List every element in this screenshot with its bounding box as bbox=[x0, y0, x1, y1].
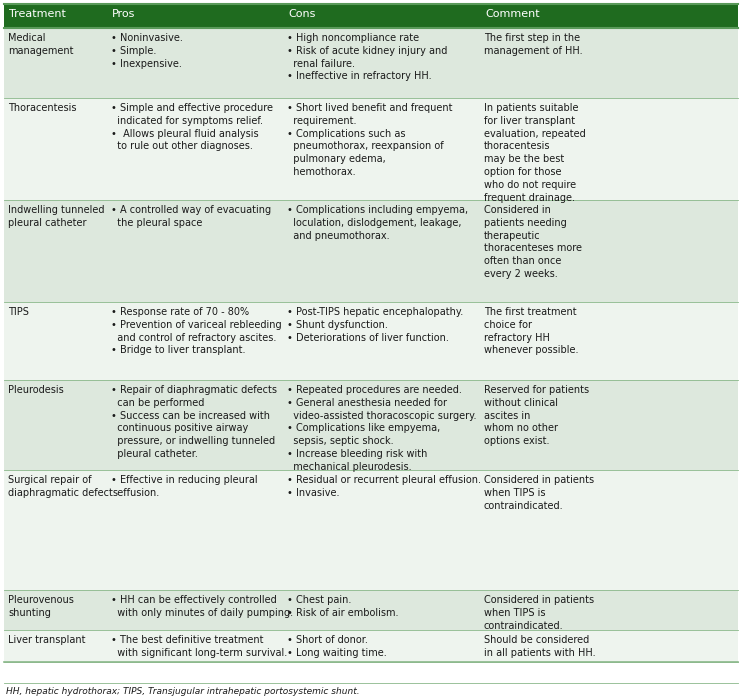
Text: HH, hepatic hydrothorax; TIPS, Transjugular intrahepatic portosystemic shunt.: HH, hepatic hydrothorax; TIPS, Transjugu… bbox=[6, 687, 359, 696]
Text: The first step in the
management of HH.: The first step in the management of HH. bbox=[484, 33, 583, 56]
Text: Pleurovenous
shunting: Pleurovenous shunting bbox=[8, 595, 74, 618]
Text: Reserved for patients
without clinical
ascites in
whom no other
options exist.: Reserved for patients without clinical a… bbox=[484, 385, 589, 446]
Text: • Simple and effective procedure
  indicated for symptoms relief.
•  Allows pleu: • Simple and effective procedure indicat… bbox=[111, 103, 273, 151]
Text: Cons: Cons bbox=[288, 9, 315, 19]
Text: Considered in
patients needing
therapeutic
thoracenteses more
often than once
ev: Considered in patients needing therapeut… bbox=[484, 205, 582, 279]
Text: Medical
management: Medical management bbox=[8, 33, 74, 56]
Text: • Repeated procedures are needed.
• General anesthesia needed for
  video-assist: • Repeated procedures are needed. • Gene… bbox=[287, 385, 476, 472]
Text: • Repair of diaphragmatic defects
  can be performed
• Success can be increased : • Repair of diaphragmatic defects can be… bbox=[111, 385, 277, 459]
Text: • Noninvasive.
• Simple.
• Inexpensive.: • Noninvasive. • Simple. • Inexpensive. bbox=[111, 33, 183, 69]
Text: • Residual or recurrent pleural effusion.
• Invasive.: • Residual or recurrent pleural effusion… bbox=[287, 475, 481, 498]
Text: • A controlled way of evacuating
  the pleural space: • A controlled way of evacuating the ple… bbox=[111, 205, 271, 228]
Bar bbox=[4, 98, 738, 200]
Text: Thoracentesis: Thoracentesis bbox=[8, 103, 77, 113]
Bar bbox=[4, 200, 738, 302]
Text: • HH can be effectively controlled
  with only minutes of daily pumping.: • HH can be effectively controlled with … bbox=[111, 595, 293, 618]
Bar bbox=[4, 380, 738, 470]
Text: Treatment: Treatment bbox=[9, 9, 66, 19]
Text: Pros: Pros bbox=[112, 9, 135, 19]
Text: • Chest pain.
• Risk of air embolism.: • Chest pain. • Risk of air embolism. bbox=[287, 595, 399, 618]
Bar bbox=[4, 4, 738, 28]
Text: Considered in patients
when TIPS is
contraindicated.: Considered in patients when TIPS is cont… bbox=[484, 475, 594, 510]
Text: • High noncompliance rate
• Risk of acute kidney injury and
  renal failure.
• I: • High noncompliance rate • Risk of acut… bbox=[287, 33, 447, 81]
Text: Liver transplant: Liver transplant bbox=[8, 635, 86, 645]
Text: The first treatment
choice for
refractory HH
whenever possible.: The first treatment choice for refractor… bbox=[484, 307, 579, 356]
Text: • Short lived benefit and frequent
  requirement.
• Complications such as
  pneu: • Short lived benefit and frequent requi… bbox=[287, 103, 452, 177]
Text: Pleurodesis: Pleurodesis bbox=[8, 385, 64, 395]
Text: Comment: Comment bbox=[485, 9, 539, 19]
Text: • Short of donor.
• Long waiting time.: • Short of donor. • Long waiting time. bbox=[287, 635, 387, 658]
Bar bbox=[4, 28, 738, 98]
Text: • Post-TIPS hepatic encephalopathy.
• Shunt dysfunction.
• Deteriorations of liv: • Post-TIPS hepatic encephalopathy. • Sh… bbox=[287, 307, 464, 342]
Bar bbox=[4, 302, 738, 380]
Text: In patients suitable
for liver transplant
evaluation, repeated
thoracentesis
may: In patients suitable for liver transplan… bbox=[484, 103, 586, 202]
Text: • Response rate of 70 - 80%
• Prevention of variceal rebleeding
  and control of: • Response rate of 70 - 80% • Prevention… bbox=[111, 307, 282, 356]
Text: • The best definitive treatment
  with significant long-term survival.: • The best definitive treatment with sig… bbox=[111, 635, 287, 658]
Text: • Effective in reducing pleural
  effusion.: • Effective in reducing pleural effusion… bbox=[111, 475, 257, 498]
Text: Indwelling tunneled
pleural catheter: Indwelling tunneled pleural catheter bbox=[8, 205, 104, 228]
Text: • Complications including empyema,
  loculation, dislodgement, leakage,
  and pn: • Complications including empyema, locul… bbox=[287, 205, 468, 241]
Bar bbox=[4, 470, 738, 590]
Text: TIPS: TIPS bbox=[8, 307, 29, 317]
Text: Surgical repair of
diaphragmatic defects: Surgical repair of diaphragmatic defects bbox=[8, 475, 118, 498]
Text: Considered in patients
when TIPS is
contraindicated.: Considered in patients when TIPS is cont… bbox=[484, 595, 594, 631]
Text: Should be considered
in all patients with HH.: Should be considered in all patients wit… bbox=[484, 635, 596, 658]
Bar bbox=[4, 590, 738, 630]
Bar bbox=[4, 630, 738, 662]
